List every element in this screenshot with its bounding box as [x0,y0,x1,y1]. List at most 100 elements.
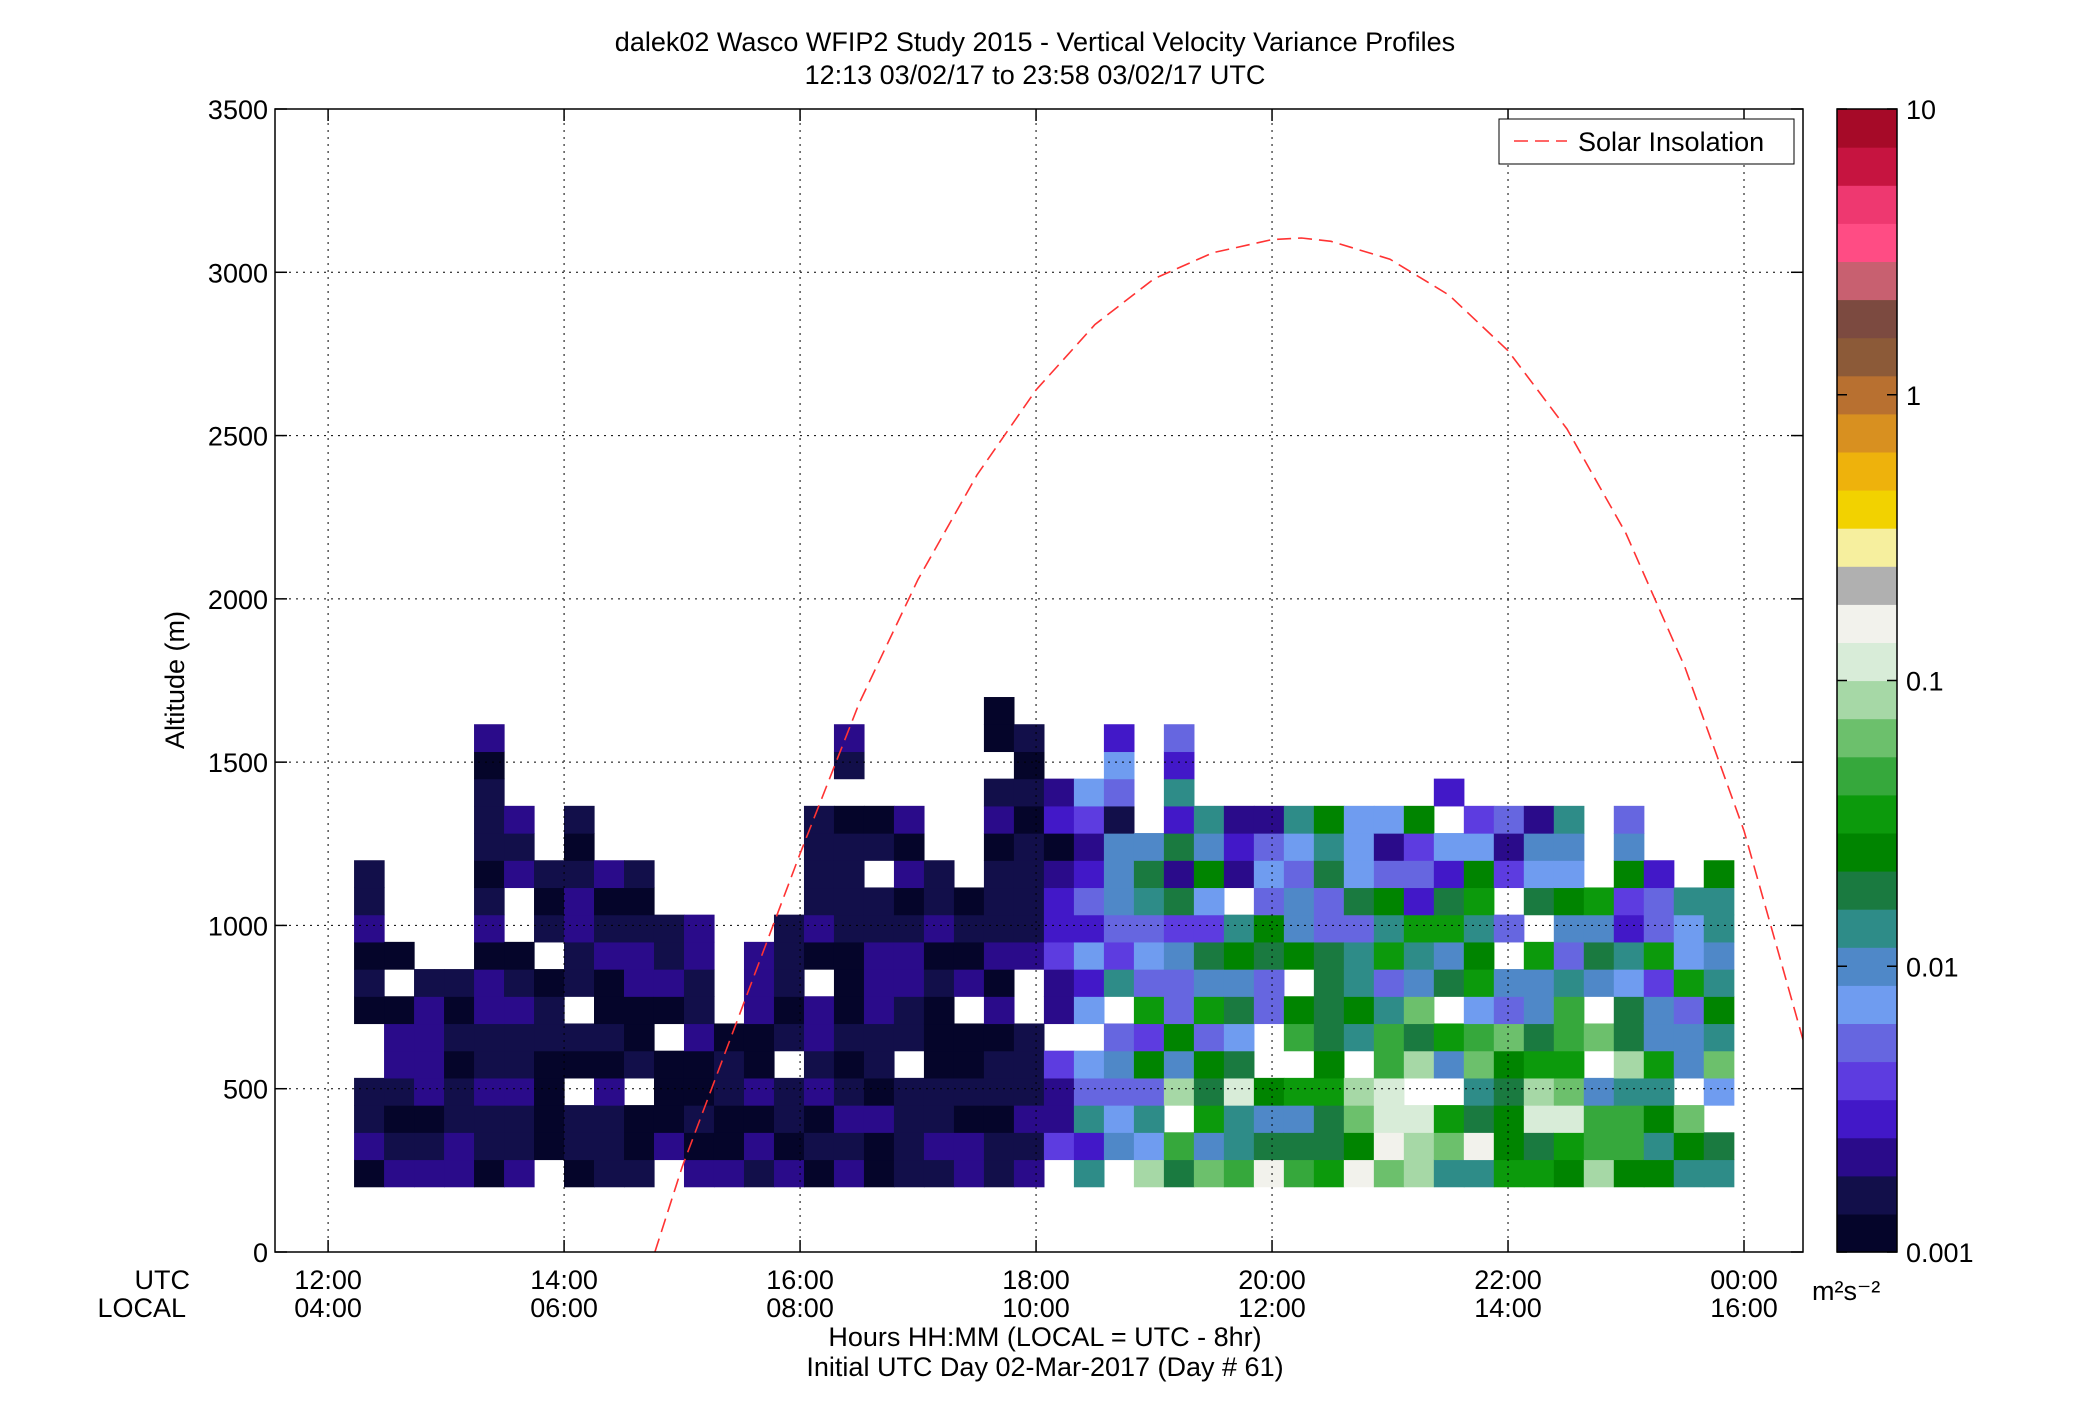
heatmap-cell [863,1132,895,1161]
heatmap-cell [1703,1077,1735,1106]
heatmap-cell [713,1132,745,1161]
heatmap-cell [1523,860,1555,889]
heatmap-cell [444,996,475,1025]
heatmap-cell [1313,1023,1345,1052]
heatmap-cell [1703,1050,1735,1079]
heatmap-cell [833,887,865,916]
heatmap-cell [1253,1159,1285,1188]
heatmap-cell [1463,1023,1495,1052]
heatmap-cell [1043,805,1075,834]
heatmap-cell [1613,996,1645,1025]
heatmap-cell [354,969,385,997]
heatmap-cell [1043,778,1075,807]
heatmap-cell [1613,1050,1645,1079]
heatmap-cell [1043,860,1075,889]
heatmap-cell [983,724,1015,753]
heatmap-cell [863,805,895,834]
heatmap-cell [1643,914,1675,943]
heatmap-cell [1193,887,1225,916]
heatmap-cell [1463,860,1495,889]
colorbar-tick-labels: 10 1 0.1 0.01 0.001 [1837,95,1974,1268]
heatmap-cell [923,969,955,997]
heatmap-cell [1103,1077,1135,1106]
heatmap-cell [923,996,955,1025]
heatmap-cell [1073,860,1105,889]
heatmap-cell [1283,860,1315,889]
heatmap-cell [863,1050,895,1079]
heatmap-cell [444,1077,475,1106]
heatmap-cell [923,941,955,970]
heatmap-cell [863,941,895,970]
heatmap-cell [564,1050,595,1079]
heatmap-cell [444,969,475,997]
heatmap-cell [653,996,685,1025]
heatmap-cell [1553,1105,1585,1133]
heatmap-cell [953,1105,985,1133]
heatmap-cell [1103,751,1135,780]
heatmap-cell [1343,1105,1375,1133]
heatmap-cell [1433,1159,1465,1188]
heatmap-cell [1553,996,1585,1025]
heatmap-cell [1523,1023,1555,1052]
heatmap-cell [983,914,1015,943]
x-tick-label-utc: 12:00 [294,1265,362,1295]
heatmap-cell [1613,887,1645,916]
heatmap-cell [683,969,715,997]
heatmap-cell [504,941,535,970]
heatmap-cell [1703,887,1735,916]
x-tick-label-local: 12:00 [1238,1293,1306,1323]
heatmap-cell [1013,778,1045,807]
heatmap-cell [504,833,535,861]
colorbar-tick-label: 1 [1906,381,1921,411]
heatmap-cell [534,887,565,916]
heatmap-cell [1073,1105,1105,1133]
y-tick-label: 2000 [208,585,268,615]
plot-area [274,108,1804,1253]
heatmap-cell [1163,778,1195,807]
heatmap-cell [1463,914,1495,943]
colorbar-segment [1837,147,1897,186]
heatmap-cell [1433,860,1465,889]
heatmap-cell [1193,969,1225,997]
heatmap-cell [474,1050,505,1079]
heatmap-cell [1493,996,1525,1025]
heatmap-cell [1163,1023,1195,1052]
heatmap-cell [594,1077,625,1106]
colorbar-segment [1837,261,1897,301]
heatmap-cell [743,996,775,1025]
heatmap-cell [1193,1023,1225,1052]
heatmap-cell [953,887,985,916]
heatmap-cell [504,1023,535,1052]
y-tick-label: 3000 [208,258,268,288]
heatmap-cell [1253,914,1285,943]
heatmap-cell [594,969,625,997]
heatmap-cell [444,1023,475,1052]
heatmap-cell [683,941,715,970]
heatmap-cell [893,941,925,970]
heatmap-cell [1673,941,1705,970]
colorbar-segment [1837,185,1897,224]
heatmap-cell [1133,887,1165,916]
heatmap-cell [1163,751,1195,780]
heatmap-cell [1613,860,1645,889]
heatmap-cell [1433,941,1465,970]
colorbar-segment [1837,1137,1897,1177]
heatmap-cell [504,1105,535,1133]
heatmap-cell [354,941,385,970]
heatmap-cell [624,941,655,970]
heatmap-cell [1493,805,1525,834]
heatmap-cell [1013,941,1045,970]
heatmap-cell [1703,996,1735,1025]
heatmap-cell [1403,1159,1435,1188]
heatmap-cell [1313,969,1345,997]
heatmap-cell [1163,805,1195,834]
heatmap-cell [1343,969,1375,997]
heatmap-cell [1223,969,1255,997]
heatmap-cell [893,1077,925,1106]
heatmap-cell [1403,833,1435,861]
heatmap-cell [1613,914,1645,943]
heatmap-cell [983,887,1015,916]
heatmap-cell [1553,860,1585,889]
y-tick-label: 2500 [208,422,268,452]
heatmap-cell [953,1050,985,1079]
